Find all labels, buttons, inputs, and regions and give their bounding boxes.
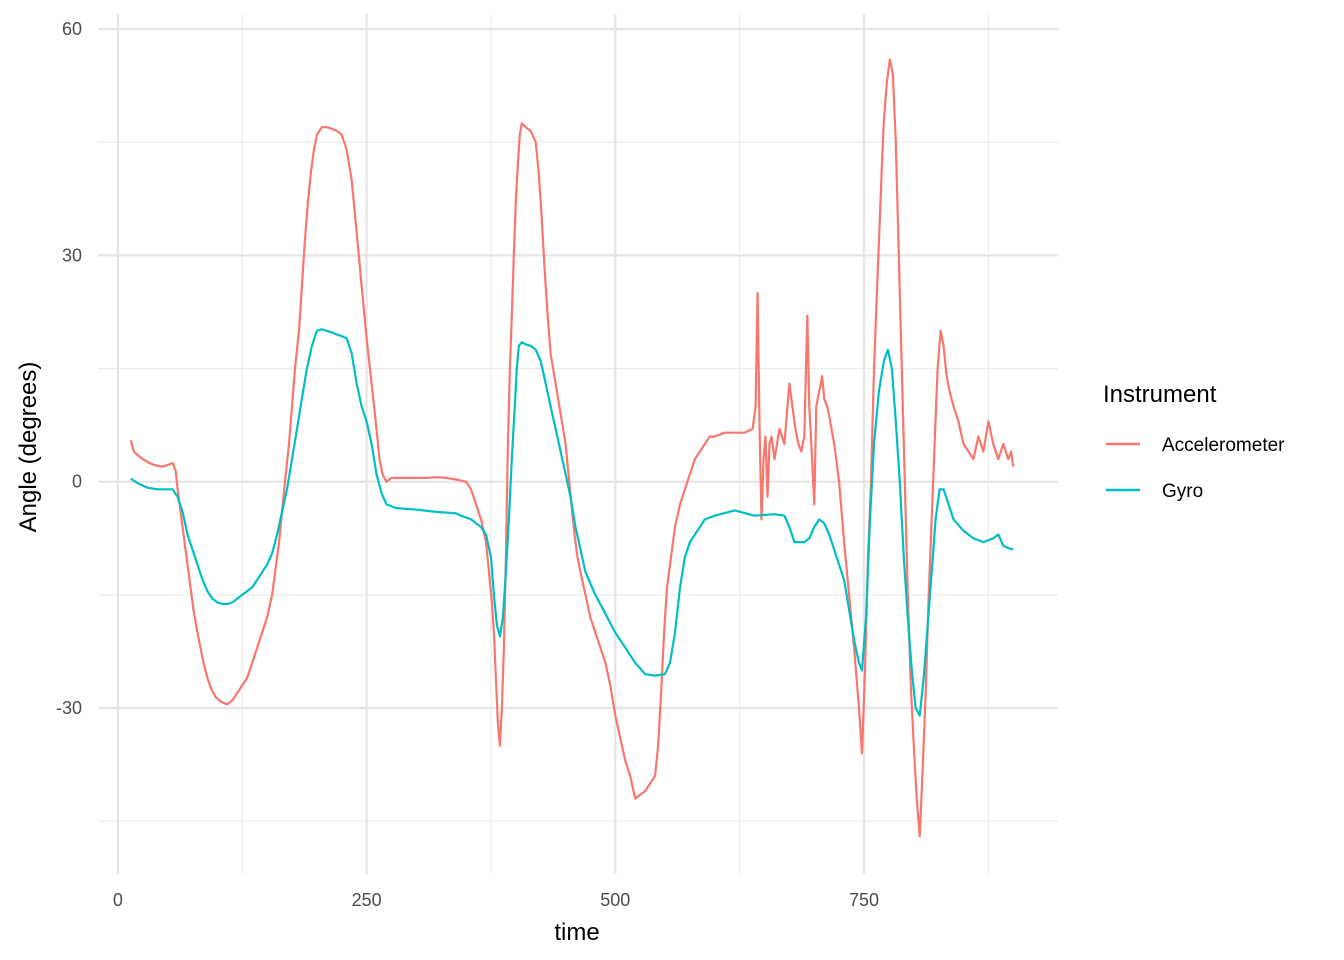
- x-tick-label: 250: [352, 890, 382, 910]
- series-line-gyro: [130, 328, 1014, 717]
- legend-label-accelerometer: Accelerometer: [1162, 435, 1285, 456]
- legend: Instrument Accelerometer Gyro: [1103, 381, 1285, 502]
- series-layer: [129, 58, 1015, 838]
- minor-gridlines: [98, 14, 1058, 874]
- y-axis-title: Angle (degrees): [15, 362, 42, 533]
- y-tick-label: -30: [56, 698, 82, 718]
- x-axis-tick-labels: 0 250 500 750: [113, 890, 879, 910]
- y-tick-label: 30: [62, 245, 82, 265]
- legend-title: Instrument: [1103, 381, 1217, 408]
- series-line-accelerometer: [129, 58, 1015, 838]
- y-tick-label: 0: [72, 472, 82, 492]
- x-axis-title: time: [554, 919, 599, 946]
- x-tick-label: 0: [113, 890, 123, 910]
- y-axis-tick-labels: 60 30 0 -30: [56, 19, 82, 718]
- legend-label-gyro: Gyro: [1162, 481, 1203, 502]
- x-tick-label: 500: [600, 890, 630, 910]
- x-tick-label: 750: [849, 890, 879, 910]
- y-tick-label: 60: [62, 19, 82, 39]
